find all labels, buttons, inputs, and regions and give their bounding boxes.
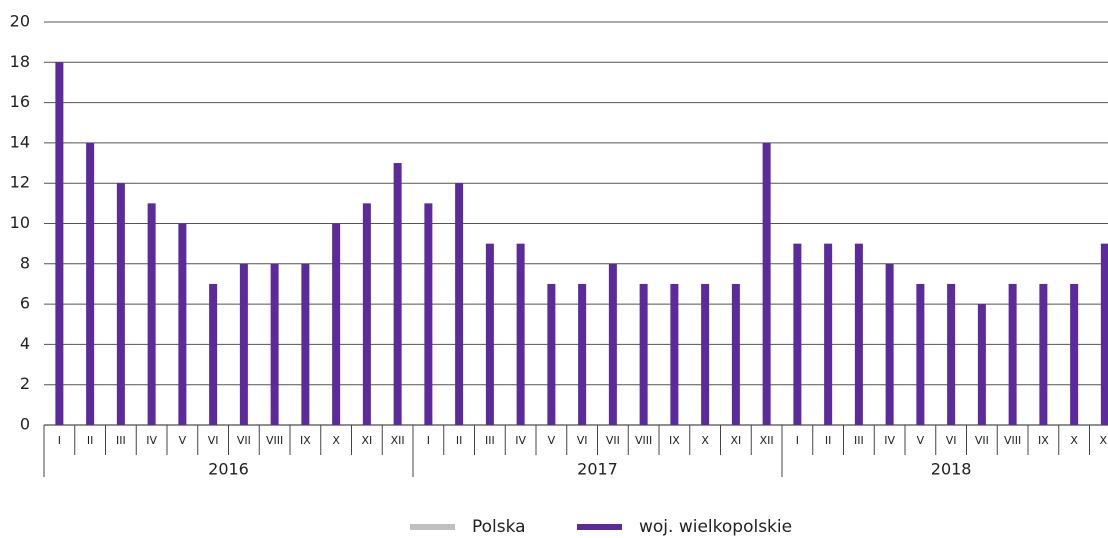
bar	[147, 203, 156, 425]
y-tick-label: 4	[20, 334, 30, 353]
x-tick-label: IV	[515, 434, 526, 447]
bar	[455, 183, 464, 425]
x-tick-label: VI	[577, 434, 588, 447]
bar	[516, 243, 525, 425]
y-tick-label: 8	[20, 253, 30, 272]
x-tick-label: I	[796, 434, 799, 447]
group-label: 2017	[577, 460, 618, 479]
y-tick-label: 6	[20, 294, 30, 313]
y-tick-label: 14	[10, 132, 30, 151]
x-tick-label: II	[87, 434, 94, 447]
bar	[362, 203, 371, 425]
bar	[854, 243, 863, 425]
bar	[947, 283, 956, 425]
x-tick-label: X	[332, 434, 340, 447]
x-tick-label: X	[701, 434, 709, 447]
x-tick-label: I	[427, 434, 430, 447]
x-tick-label: V	[179, 434, 187, 447]
bar	[116, 183, 125, 425]
bar	[393, 163, 402, 426]
x-tick-label: X	[1070, 434, 1078, 447]
bar	[578, 283, 587, 425]
bar	[977, 304, 986, 425]
x-tick-label: V	[548, 434, 556, 447]
group-label: 2018	[931, 460, 972, 479]
bar	[55, 62, 64, 426]
x-tick-label: VIII	[266, 434, 283, 447]
bar	[1039, 283, 1048, 425]
x-tick-label: XI	[361, 434, 372, 447]
x-tick-label: IV	[884, 434, 895, 447]
x-tick-label: III	[485, 434, 495, 447]
x-tick-label: XI	[730, 434, 741, 447]
bar	[1100, 243, 1108, 425]
bar	[547, 283, 556, 425]
x-tick-label: III	[854, 434, 864, 447]
bar	[793, 243, 802, 425]
x-tick-label: VI	[946, 434, 957, 447]
y-tick-label: 12	[10, 173, 30, 192]
x-tick-label: V	[917, 434, 925, 447]
x-tick-label: IX	[300, 434, 311, 447]
bar	[885, 263, 894, 425]
y-tick-label: 16	[10, 92, 30, 111]
y-tick-label: 20	[10, 12, 30, 31]
group-label: 2016	[208, 460, 249, 479]
x-tick-label: XI	[1099, 434, 1108, 447]
y-tick-label: 0	[20, 415, 30, 434]
bar	[424, 203, 433, 425]
bar	[670, 283, 679, 425]
x-tick-label: IX	[1038, 434, 1049, 447]
x-tick-label: VII	[237, 434, 251, 447]
bar	[178, 223, 187, 425]
x-tick-label: VII	[975, 434, 989, 447]
bar	[239, 263, 248, 425]
x-tick-label: VII	[606, 434, 620, 447]
bar	[485, 243, 494, 425]
y-tick-label: 18	[10, 52, 30, 71]
x-tick-label: IV	[146, 434, 157, 447]
x-tick-label: III	[116, 434, 126, 447]
bar	[301, 263, 310, 425]
bar	[209, 283, 218, 425]
bar	[332, 223, 341, 425]
x-tick-label: XII	[391, 434, 405, 447]
bar	[824, 243, 833, 425]
x-tick-label: VIII	[1004, 434, 1021, 447]
x-tick-label: II	[456, 434, 463, 447]
bar	[731, 283, 740, 425]
x-tick-label: VIII	[635, 434, 652, 447]
bar	[639, 283, 648, 425]
x-tick-label: VI	[208, 434, 219, 447]
x-tick-label: II	[825, 434, 832, 447]
bar	[916, 283, 925, 425]
bar	[608, 263, 617, 425]
x-tick-label: XII	[760, 434, 774, 447]
y-tick-label: 2	[20, 374, 30, 393]
x-tick-label: I	[58, 434, 61, 447]
bar	[86, 142, 95, 425]
bar	[1008, 283, 1017, 425]
legend-label: Polska	[472, 517, 526, 537]
bar	[1070, 283, 1079, 425]
bar	[762, 142, 771, 425]
bar	[270, 263, 279, 425]
bar	[701, 283, 710, 425]
legend-label: woj. wielkopolskie	[639, 517, 792, 537]
x-tick-label: IX	[669, 434, 680, 447]
y-tick-label: 10	[10, 213, 30, 232]
